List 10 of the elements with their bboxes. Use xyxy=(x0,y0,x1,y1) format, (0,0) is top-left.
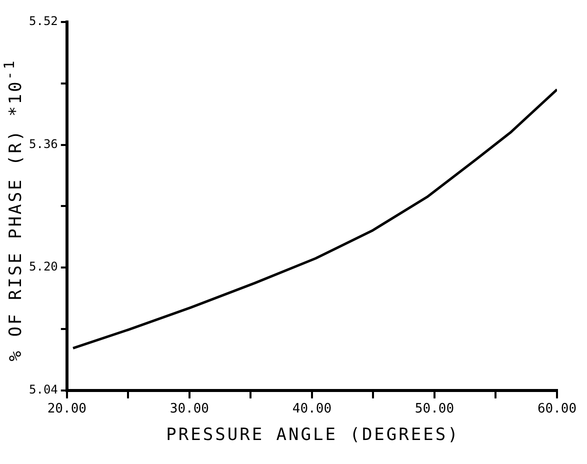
y-tick-label: 5.04 xyxy=(28,382,58,397)
x-tick-label: 60.00 xyxy=(537,402,577,417)
x-tick-label: 50.00 xyxy=(414,402,454,417)
x-tick-label: 40.00 xyxy=(292,402,332,417)
x-axis-title: PRESSURE ANGLE (DEGREES) xyxy=(166,425,460,445)
y-tick-label: 5.52 xyxy=(28,14,58,28)
x-tick-label: 20.00 xyxy=(47,402,86,417)
y-tick-label: 5.36 xyxy=(28,136,58,151)
x-tick-label: 30.00 xyxy=(170,402,209,417)
y-tick-label: 5.20 xyxy=(28,260,58,274)
